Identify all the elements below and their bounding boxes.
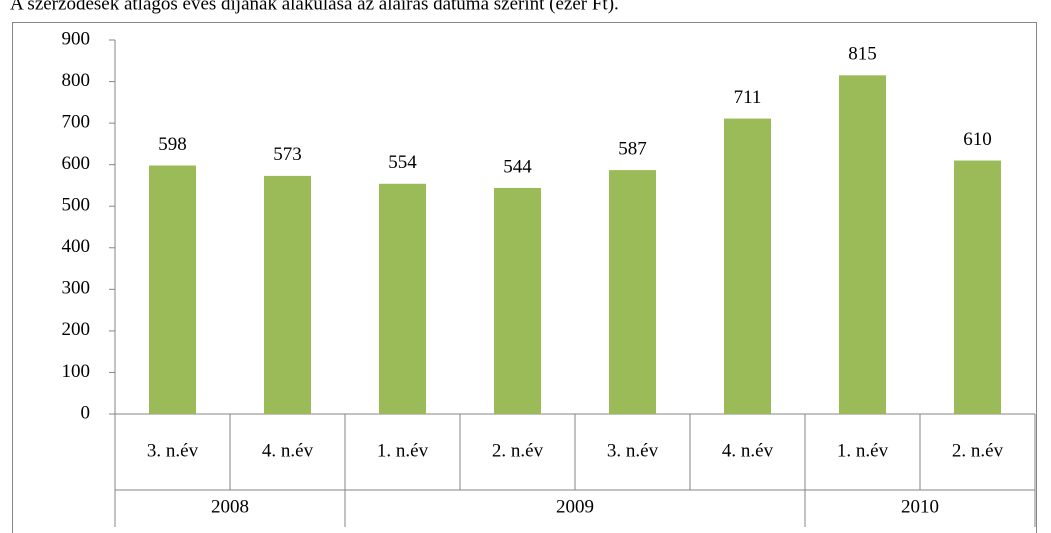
data-label: 610 bbox=[963, 129, 992, 150]
group-label: 2009 bbox=[556, 496, 594, 517]
y-tick-label: 400 bbox=[62, 236, 91, 257]
y-tick-label: 100 bbox=[62, 361, 91, 382]
y-tick-label: 700 bbox=[62, 111, 91, 132]
x-tick-label: 2. n.év bbox=[952, 440, 1004, 461]
x-tick-label: 3. n.év bbox=[607, 440, 659, 461]
data-label: 711 bbox=[734, 87, 762, 108]
data-label: 587 bbox=[618, 138, 647, 159]
y-tick-label: 900 bbox=[62, 28, 91, 49]
group-label: 2010 bbox=[901, 496, 939, 517]
bar bbox=[264, 175, 311, 414]
y-tick-label: 200 bbox=[62, 319, 91, 340]
group-label: 2008 bbox=[211, 496, 249, 517]
y-tick-label: 500 bbox=[62, 195, 91, 216]
data-label: 598 bbox=[158, 134, 187, 155]
data-label: 815 bbox=[848, 44, 877, 65]
bar bbox=[609, 170, 656, 414]
bar bbox=[494, 187, 541, 414]
y-tick-label: 0 bbox=[81, 402, 91, 423]
x-tick-label: 4. n.év bbox=[262, 440, 314, 461]
y-tick-label: 800 bbox=[62, 70, 91, 91]
x-tick-label: 2. n.év bbox=[492, 440, 544, 461]
data-label: 573 bbox=[273, 144, 302, 165]
bar bbox=[724, 118, 771, 414]
chart-title: A szerződések átlagos éves díjának alaku… bbox=[10, 0, 619, 14]
bar bbox=[839, 75, 886, 415]
x-tick-label: 3. n.év bbox=[147, 440, 199, 461]
y-tick-label: 300 bbox=[62, 278, 91, 299]
x-tick-label: 4. n.év bbox=[722, 440, 774, 461]
bar bbox=[954, 160, 1001, 414]
bar bbox=[149, 165, 196, 414]
bar bbox=[379, 183, 426, 414]
x-tick-label: 1. n.év bbox=[377, 440, 429, 461]
data-label: 544 bbox=[503, 156, 532, 177]
x-tick-label: 1. n.év bbox=[837, 440, 889, 461]
data-label: 554 bbox=[388, 152, 417, 173]
y-tick-label: 600 bbox=[62, 153, 91, 174]
